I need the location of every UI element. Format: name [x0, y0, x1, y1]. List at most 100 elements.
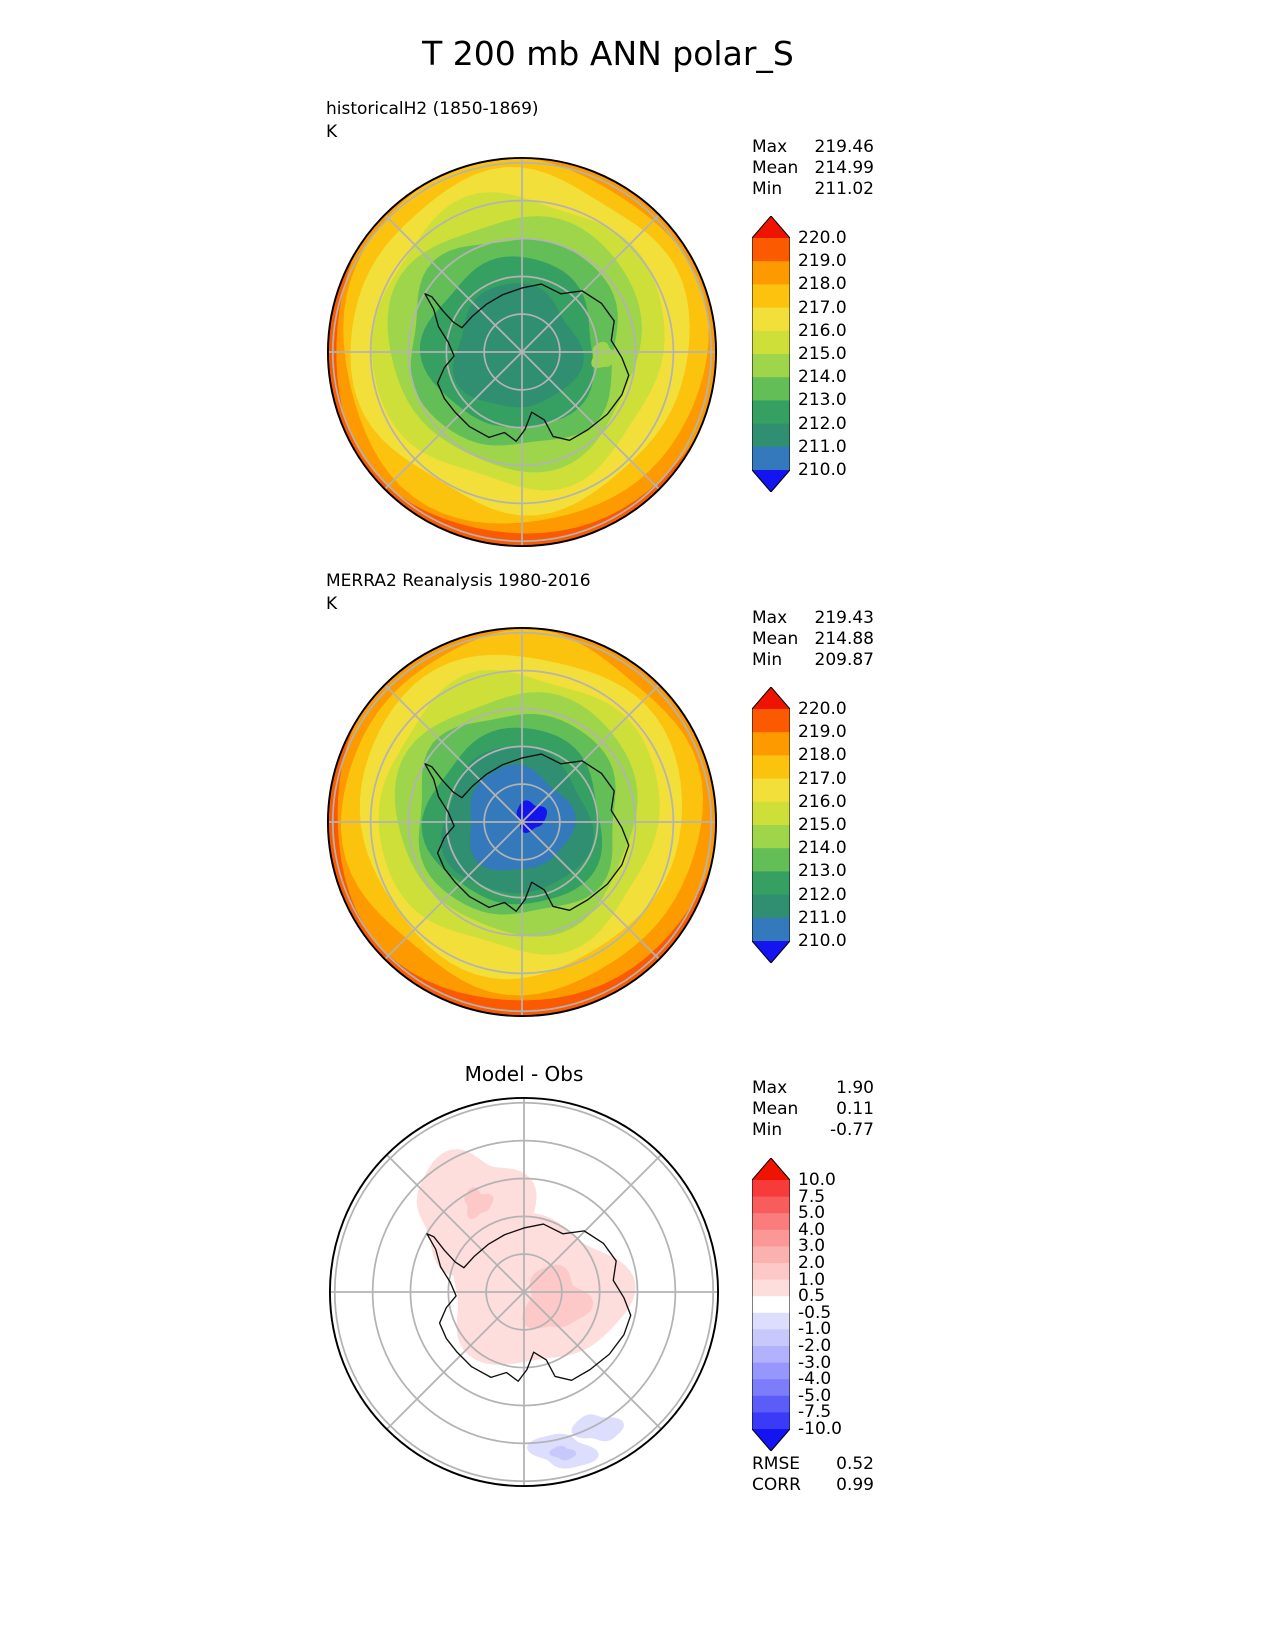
colorbar-segment	[752, 377, 790, 401]
stat-row-mean: Mean 0.11	[752, 1099, 874, 1120]
colorbar-svg	[752, 216, 790, 492]
stat-value: 211.02	[814, 179, 874, 199]
colorbar-tick-label: 212.0	[798, 413, 847, 434]
colorbar-tick-label: -2.0	[798, 1336, 832, 1356]
stat-row-min: Min -0.77	[752, 1120, 874, 1141]
colorbar-segment	[752, 825, 790, 849]
colorbar-extend-min	[752, 941, 790, 963]
colorbar-tick-label: -3.0	[798, 1352, 832, 1373]
stat-row-min: Min 209.87	[752, 650, 874, 671]
colorbar-segment	[752, 354, 790, 378]
stat-value: 0.11	[836, 1099, 874, 1119]
colorbar-segment	[752, 917, 790, 942]
page-title: T 200 mb ANN polar_S	[422, 34, 794, 73]
colorbar-tick-label: -1.0	[798, 1319, 832, 1340]
map-border	[326, 626, 718, 1018]
colorbar-segment	[752, 400, 790, 424]
colorbar-svg	[752, 1158, 790, 1451]
colorbar-segment	[752, 1312, 790, 1330]
stats-block-diff: Max 1.90 Mean 0.11 Min -0.77	[752, 1078, 874, 1141]
stat-label: Max	[752, 1078, 788, 1098]
map-model	[326, 156, 718, 552]
stat-label: Max	[752, 137, 788, 157]
colorbar-tick-label: 4.0	[798, 1219, 826, 1240]
polar-map-diff-svg	[328, 1096, 720, 1488]
colorbar-segment	[752, 446, 790, 471]
colorbar-tick-label: 215.0	[798, 815, 847, 835]
colorbar-segment	[752, 1296, 790, 1314]
map-model-units: K	[326, 122, 338, 142]
colorbar-obs: 220.0 219.0 218.0 217.0 216.0 215.0 214.0 213.0…	[752, 687, 847, 963]
contour-band	[549, 1445, 577, 1461]
colorbar-segment	[752, 894, 790, 919]
stat-value: 214.99	[814, 158, 874, 178]
colorbar-tick-label: 219.0	[798, 251, 847, 272]
stat-value: 219.43	[814, 608, 874, 628]
colorbar-segment	[752, 1263, 790, 1280]
colorbar-tick-label: 7.5	[798, 1186, 826, 1207]
colorbar-segment	[752, 307, 790, 332]
coastline	[424, 283, 630, 442]
colorbar-tick-label: 10.0	[798, 1170, 836, 1190]
stat-label: Mean	[752, 1099, 799, 1119]
colorbar-tick-label: 218.0	[798, 274, 847, 295]
stat-value: 214.88	[814, 629, 874, 649]
colorbar-segment	[752, 1346, 790, 1363]
colorbar-tick-label: 213.0	[798, 390, 847, 411]
colorbar-segment	[752, 732, 790, 756]
colorbar-extend-max	[752, 216, 790, 238]
stat-row-max: Max 219.43	[752, 608, 874, 629]
colorbar-tick-label: 211.0	[798, 436, 847, 457]
colorbar-segment	[752, 1180, 790, 1197]
colorbar-tick-label: 5.0	[798, 1203, 826, 1224]
stat-row-mean: Mean 214.99	[752, 158, 874, 179]
colorbar-segment	[752, 709, 790, 733]
polar-map-obs-svg	[326, 626, 718, 1018]
metrics-block: RMSE 0.52 CORR 0.99	[752, 1454, 874, 1496]
colorbar-tick-label: 216.0	[798, 791, 847, 812]
graticule-spoke	[386, 1154, 662, 1430]
colorbar-tick-label: 1.0	[798, 1269, 826, 1290]
colorbar-tick-label: 219.0	[798, 722, 847, 743]
colorbar-segment	[752, 1196, 790, 1214]
stat-label: Min	[752, 650, 783, 670]
colorbar-model: 220.0 219.0 218.0 217.0 216.0 215.0 214.0 213.0…	[752, 216, 847, 492]
colorbar-tick-label: 220.0	[798, 228, 847, 248]
colorbar-segment	[752, 848, 790, 872]
colorbar-tick-label: 214.0	[798, 838, 847, 859]
coastline	[424, 753, 630, 912]
colorbar-tick-label: 210.0	[798, 460, 847, 480]
colorbar-segment	[752, 801, 790, 826]
colorbar-segment	[752, 284, 790, 308]
colorbar-tick-label: 3.0	[798, 1236, 826, 1257]
colorbar-tick-label: -7.5	[798, 1402, 832, 1423]
stat-label: Mean	[752, 158, 799, 178]
metric-label: CORR	[752, 1475, 801, 1495]
stat-value: -0.77	[830, 1120, 874, 1140]
colorbar-tick-label: 212.0	[798, 884, 847, 905]
stat-label: Min	[752, 1120, 783, 1140]
colorbar-tick-label: 218.0	[798, 745, 847, 766]
colorbar-tick-label: 214.0	[798, 367, 847, 388]
stat-label: Max	[752, 608, 788, 628]
colorbar-tick-label: 210.0	[798, 931, 847, 951]
colorbar-tick-label: -0.5	[798, 1302, 832, 1323]
colorbar-tick-label: 216.0	[798, 320, 847, 341]
metric-value: 0.52	[836, 1454, 874, 1474]
stat-row-max: Max 219.46	[752, 137, 874, 158]
colorbar-tick-label: -10.0	[798, 1419, 842, 1439]
colorbar-segment	[752, 261, 790, 285]
colorbar-segment	[752, 1279, 790, 1297]
contour-band	[571, 1414, 624, 1442]
map-border	[328, 1096, 720, 1488]
metric-row-corr: CORR 0.99	[752, 1475, 874, 1496]
stat-value: 219.46	[814, 137, 874, 157]
colorbar-extend-max	[752, 1158, 790, 1180]
colorbar-tick-label: 217.0	[798, 297, 847, 318]
map-model-title: historicalH2 (1850-1869)	[326, 99, 539, 119]
colorbar-segment	[752, 423, 790, 448]
colorbar-tick-label: 215.0	[798, 344, 847, 364]
colorbar-segment	[752, 755, 790, 779]
contour-band	[464, 1187, 494, 1220]
